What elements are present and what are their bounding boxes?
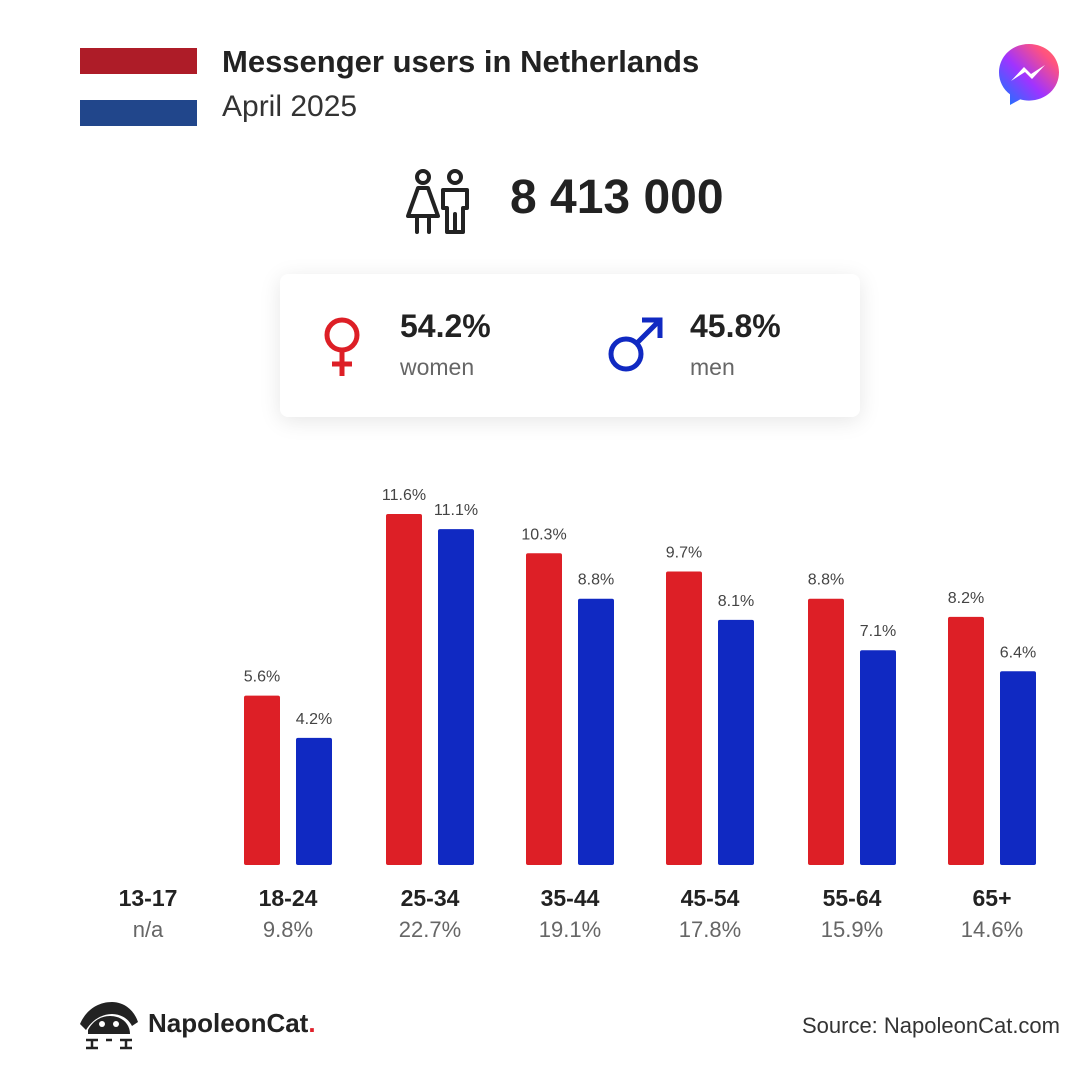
age-group-label: 18-24 [258, 885, 318, 911]
women-bar-45-54 [666, 571, 702, 865]
age-group-share: 15.9% [820, 917, 884, 942]
men-label: men [690, 354, 735, 380]
age-group-share: 17.8% [678, 917, 742, 942]
age-group-13-17: 13-17 n/a [83, 883, 213, 945]
age-group-label: 65+ [972, 885, 1012, 911]
women-bar-35-44 [526, 553, 562, 865]
users-icon [406, 169, 469, 234]
source-credit: Source: NapoleonCat.com [801, 1013, 1060, 1038]
women-bar-label-35-44: 10.3% [521, 526, 566, 543]
messenger-logo-icon [999, 44, 1059, 105]
men-bar-label-55-64: 7.1% [860, 623, 896, 640]
men-bar-18-24 [296, 737, 332, 865]
age-group-label: 55-64 [822, 885, 882, 911]
age-group-45-54: 45-54 17.8% [645, 883, 775, 945]
men-bar-label-35-44: 8.8% [578, 572, 614, 589]
women-bar-25-34 [386, 514, 422, 865]
age-group-label: 35-44 [540, 885, 600, 911]
total-users-value: 8 413 000 [510, 171, 724, 224]
men-bar-label-25-34: 11.1% [434, 502, 478, 519]
page-subtitle: April 2025 [222, 90, 358, 123]
men-bar-label-18-24: 4.2% [296, 711, 332, 728]
brand-name-text: NapoleonCat [148, 1008, 309, 1038]
women-label: women [400, 354, 475, 380]
men-bar-label-65+: 6.4% [1000, 644, 1036, 661]
women-bar-label-65+: 8.2% [948, 590, 984, 607]
female-symbol-icon [324, 317, 360, 376]
age-group-share: n/a [132, 917, 164, 942]
netherlands-flag-icon [80, 48, 197, 126]
men-bar-25-34 [438, 529, 474, 865]
women-bar-label-45-54: 9.7% [666, 545, 702, 562]
age-group-18-24: 18-24 9.8% [223, 883, 353, 945]
women-percentage: 54.2% [400, 308, 491, 344]
age-group-share: 19.1% [538, 917, 602, 942]
page-title: Messenger users in Netherlands [222, 44, 700, 79]
age-group-55-64: 55-64 15.9% [787, 883, 917, 945]
age-group-share: 22.7% [398, 917, 462, 942]
women-bar-55-64 [808, 598, 844, 865]
women-bar-65+ [948, 616, 984, 865]
age-group-label: 25-34 [400, 885, 460, 911]
men-bar-45-54 [718, 619, 754, 865]
women-bar-label-55-64: 8.8% [808, 572, 844, 589]
age-group-share: 14.6% [960, 917, 1024, 942]
men-bar-label-45-54: 8.1% [718, 593, 754, 610]
age-group-label: 13-17 [118, 885, 178, 911]
women-bar-18-24 [244, 695, 280, 865]
age-group-label: 45-54 [680, 885, 740, 911]
age-gender-bar-chart: 5.6% 4.2% 11.6% 11.1% 10.3% 8.8% 9.7% 8.1% 8.8% 7… [244, 487, 1036, 865]
women-bar-label-25-34: 11.6% [382, 487, 426, 504]
brand-name: NapoleonCat. [148, 1008, 316, 1039]
men-bar-35-44 [578, 598, 614, 865]
age-group-25-34: 25-34 22.7% [365, 883, 495, 945]
brand-dot: . [308, 1008, 316, 1038]
women-bar-label-18-24: 5.6% [244, 669, 280, 686]
gender-breakdown-card: 54.2% women 45.8% men [280, 274, 860, 417]
male-symbol-icon [608, 317, 663, 372]
men-percentage: 45.8% [690, 308, 781, 344]
age-group-35-44: 35-44 19.1% [505, 883, 635, 945]
men-bar-55-64 [860, 650, 896, 865]
men-bar-65+ [1000, 671, 1036, 865]
age-group-65+: 65+ 14.6% [927, 883, 1057, 945]
age-group-share: 9.8% [262, 917, 314, 942]
napoleoncat-logo-icon [80, 1002, 138, 1050]
